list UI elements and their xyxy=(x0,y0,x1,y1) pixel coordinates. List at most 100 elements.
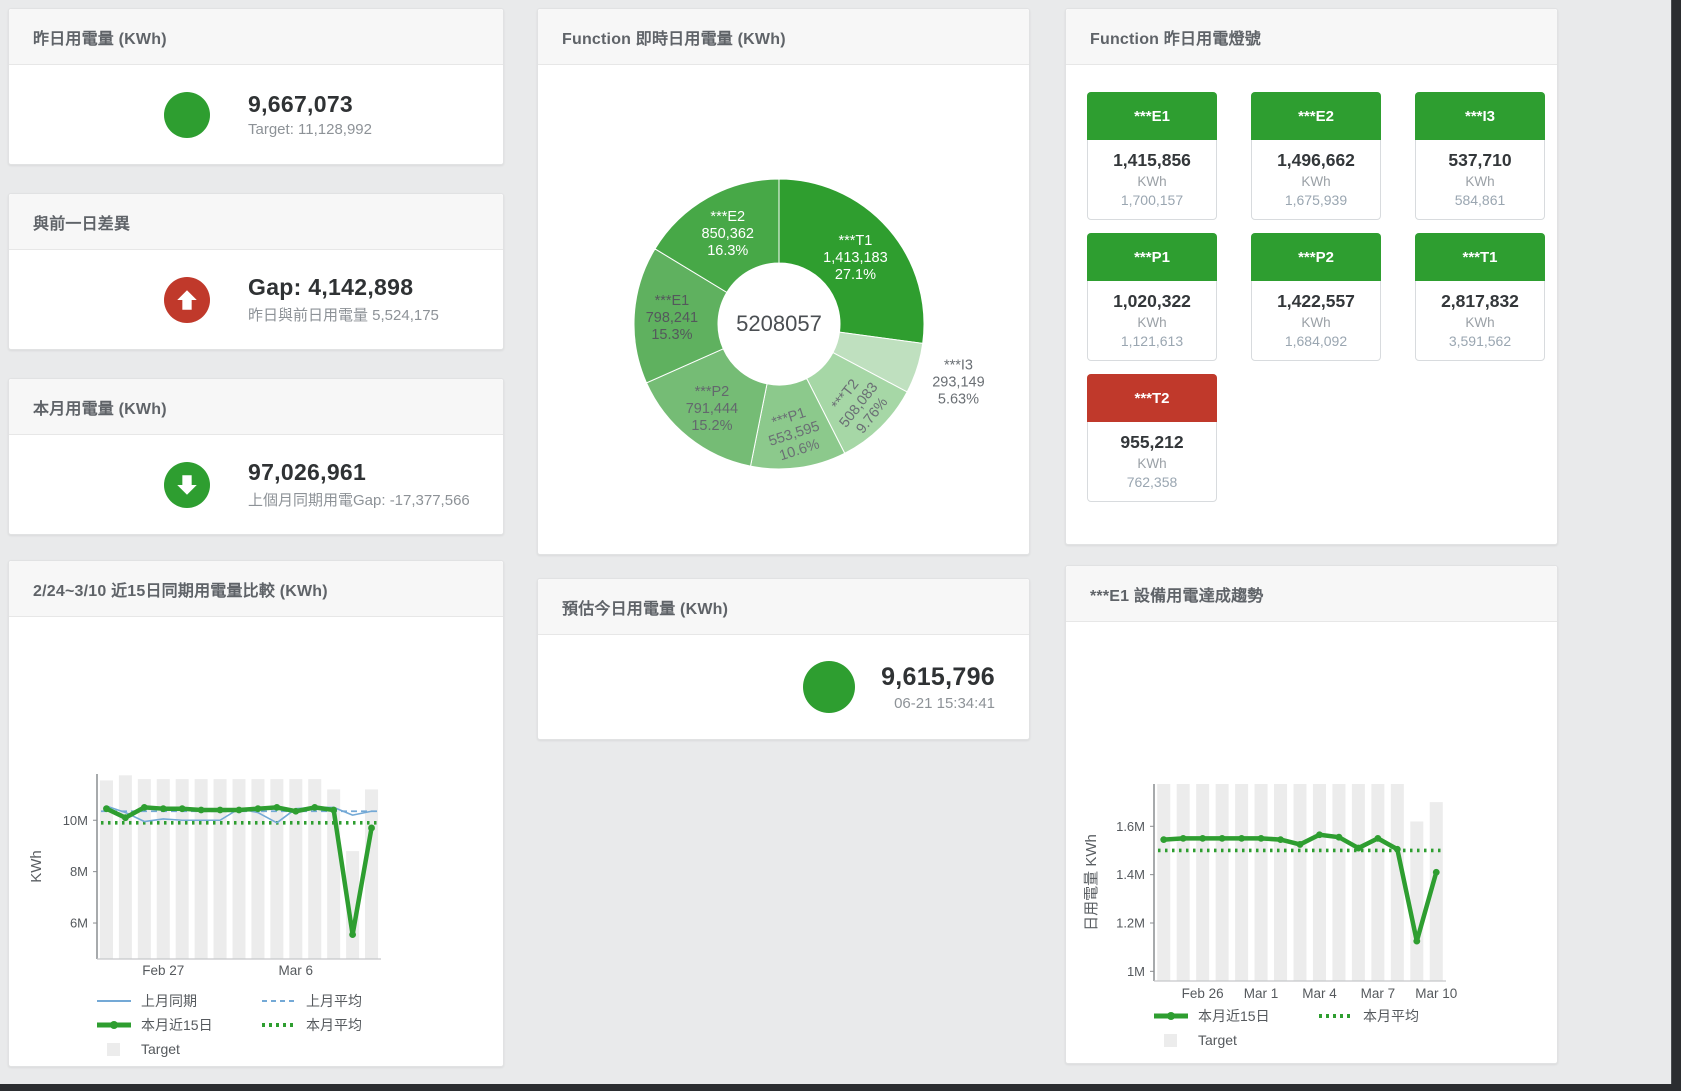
status-circle-icon xyxy=(164,91,210,138)
light-tile-header: ***T2 xyxy=(1087,374,1217,422)
y-axis-label: 日用電量 KWh xyxy=(1083,834,1100,931)
y-axis-label: KWh xyxy=(28,850,45,883)
data-point xyxy=(292,807,300,815)
month-usage-gap: 上個月同期用電Gap: -17,377,566 xyxy=(248,492,470,509)
target-bar xyxy=(99,780,113,959)
y-tick-label: 1.4M xyxy=(1116,867,1145,882)
trend-chart-body: 1M 1.2M 1.4M 1.6M 日用電量 KWh Feb 26 Mar 1 Mar 4 Ma… xyxy=(1066,783,1557,1049)
light-tile-target: 584,861 xyxy=(1454,192,1506,208)
target-bar xyxy=(1390,784,1404,981)
svg-text:293,149: 293,149 xyxy=(932,375,984,391)
data-point xyxy=(1199,834,1207,842)
svg-text:27.1%: 27.1% xyxy=(834,267,875,283)
svg-text:798,241: 798,241 xyxy=(645,310,697,326)
month-usage-value: 97,026,961 xyxy=(248,459,367,485)
legend-label: 本月平均 xyxy=(1363,1008,1419,1024)
donut-slice[interactable] xyxy=(653,178,779,294)
target-bar xyxy=(194,779,208,959)
target-bar xyxy=(1351,784,1365,981)
up-arrow-icon xyxy=(164,276,210,323)
legend-item[interactable]: Target xyxy=(97,1040,262,1058)
light-tile: ***I3 537,710 KWh 584,861 xyxy=(1415,92,1545,220)
vertical-scrollbar[interactable] xyxy=(1671,0,1681,1091)
legend-item[interactable]: 本月近15日 xyxy=(97,1016,262,1034)
y-tick-label: 1.2M xyxy=(1116,915,1145,930)
target-bar xyxy=(1410,821,1424,981)
light-tile: ***P1 1,020,322 KWh 1,121,613 xyxy=(1087,233,1217,361)
light-tile: ***T1 2,817,832 KWh 3,591,562 xyxy=(1415,233,1545,361)
donut-slice[interactable] xyxy=(778,178,924,344)
legend-item[interactable]: 本月平均 xyxy=(1319,1007,1419,1025)
legend-item[interactable]: 本月近15日 xyxy=(1154,1007,1319,1025)
kpi-today-estimate: 9,615,796 06-21 15:34:41 xyxy=(538,635,1029,739)
target-bar xyxy=(1196,784,1210,981)
target-bar xyxy=(213,779,227,959)
panel-today-estimate-header: 預估今日用電量 (KWh) xyxy=(538,579,1029,635)
kpi-yesterday: 9,667,073 Target: 11,128,992 xyxy=(9,65,503,164)
panel-yesterday-header: 昨日用電量 (KWh) xyxy=(9,9,503,65)
light-tile-body: 2,817,832 KWh 3,591,562 xyxy=(1416,281,1544,360)
x-tick-label: Mar 7 xyxy=(1361,986,1396,1001)
light-tile-header: ***I3 xyxy=(1415,92,1545,140)
light-tile-value: 1,020,322 xyxy=(1113,291,1191,311)
light-tile-value: 1,415,856 xyxy=(1113,150,1191,170)
svg-text:791,444: 791,444 xyxy=(685,401,737,417)
y-tick-label: 6M xyxy=(70,916,88,931)
target-bar xyxy=(1157,784,1171,981)
panel-title: Function 昨日用電燈號 xyxy=(1090,30,1261,48)
x-tick-label: Mar 4 xyxy=(1302,986,1337,1001)
panel-month-header: 本月用電量 (KWh) xyxy=(9,379,503,435)
y-tick-label: 10M xyxy=(63,813,88,828)
light-tile: ***E2 1,496,662 KWh 1,675,939 xyxy=(1251,92,1381,220)
target-bar xyxy=(156,779,170,959)
panel-realtime-header: Function 即時日用電量 (KWh) xyxy=(538,9,1029,65)
target-bar xyxy=(137,779,151,959)
light-tiles-grid: ***E1 1,415,856 KWh 1,700,157 ***E2 1,496,662… xyxy=(1066,65,1557,502)
svg-text:***I3: ***I3 xyxy=(943,358,972,374)
legend-item[interactable]: 上月同期 xyxy=(97,992,262,1010)
x-tick-label: Mar 6 xyxy=(279,963,314,978)
panel-today-estimate: 預估今日用電量 (KWh) 9,615,796 06-21 15:34:41 xyxy=(537,578,1030,740)
target-bar xyxy=(251,779,265,959)
x-tick-label: Mar 10 xyxy=(1415,986,1457,1001)
panel-15day-compare: 2/24~3/10 近15日同期用電量比較 (KWh) 6M 8M 10M KWh Fe… xyxy=(8,560,504,1067)
panel-month-usage: 本月用電量 (KWh) 97,026,961 上個月同期用電Gap: -17,3… xyxy=(8,378,504,535)
target-bar xyxy=(346,851,360,959)
legend-item[interactable]: Target xyxy=(1154,1031,1319,1049)
donut-slice[interactable] xyxy=(645,348,768,467)
light-tile-body: 1,020,322 KWh 1,121,613 xyxy=(1088,281,1216,360)
target-bar xyxy=(118,775,132,959)
light-tile: ***T2 955,212 KWh 762,358 xyxy=(1087,374,1217,502)
light-tile-target: 1,684,092 xyxy=(1284,333,1348,349)
target-bar xyxy=(1293,784,1307,981)
panel-day-gap-header: 與前一日差異 xyxy=(9,194,503,250)
kpi-month: 97,026,961 上個月同期用電Gap: -17,377,566 xyxy=(9,435,503,534)
data-point xyxy=(273,804,281,811)
y-tick-label: 8M xyxy=(70,864,88,879)
data-point xyxy=(1218,834,1226,842)
data-point xyxy=(311,804,319,811)
panel-15day-compare-header: 2/24~3/10 近15日同期用電量比較 (KWh) xyxy=(9,561,503,617)
target-bar xyxy=(1332,784,1346,981)
light-tile-body: 1,415,856 KWh 1,700,157 xyxy=(1088,140,1216,219)
light-tile-value: 1,422,557 xyxy=(1277,291,1355,311)
data-point xyxy=(1316,831,1323,839)
legend-item[interactable]: 本月平均 xyxy=(262,1016,362,1034)
donut-center-total: 5208057 xyxy=(736,311,822,336)
legend-label: 本月平均 xyxy=(306,1017,362,1033)
svg-text:5.63%: 5.63% xyxy=(937,392,978,408)
today-estimate-timestamp: 06-21 15:34:41 xyxy=(894,694,995,712)
legend-item[interactable]: 上月平均 xyxy=(262,992,362,1010)
panel-title: 預估今日用電量 (KWh) xyxy=(562,600,729,618)
panel-yesterday-lights: Function 昨日用電燈號 ***E1 1,415,856 KWh 1,700,1… xyxy=(1065,8,1558,545)
svg-text:***E1: ***E1 xyxy=(654,293,689,309)
panel-title: 本月用電量 (KWh) xyxy=(33,400,167,418)
light-tile: ***E1 1,415,856 KWh 1,700,157 xyxy=(1087,92,1217,220)
light-tile-body: 1,496,662 KWh 1,675,939 xyxy=(1252,140,1380,219)
data-point xyxy=(349,931,356,938)
yesterday-usage-target: Target: 11,128,992 xyxy=(248,121,372,138)
target-bar xyxy=(232,779,246,959)
data-point xyxy=(1374,834,1382,842)
